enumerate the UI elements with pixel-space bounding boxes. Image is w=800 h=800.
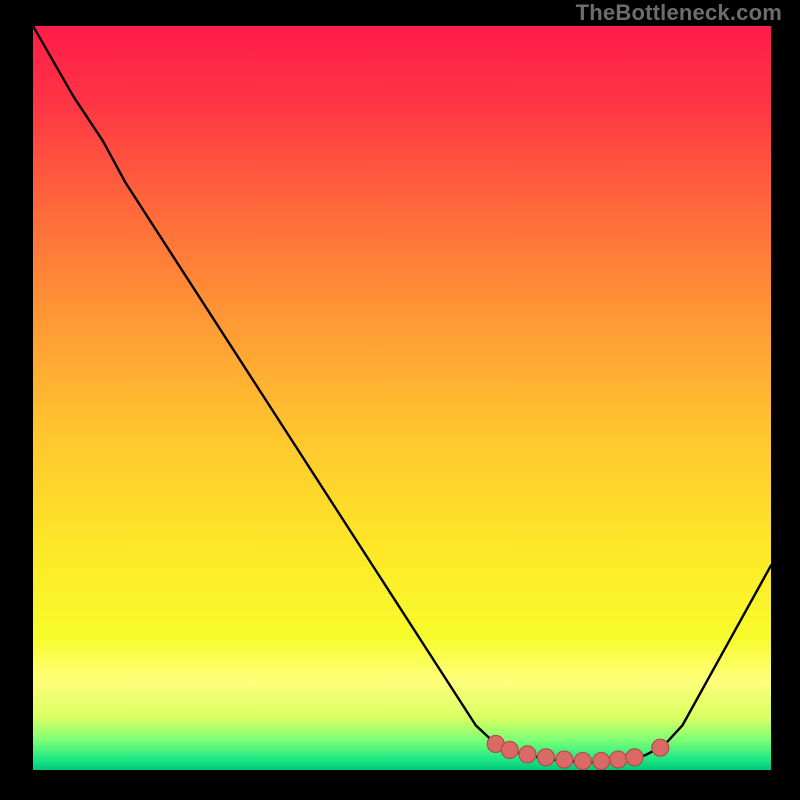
marker-dot (652, 739, 669, 756)
marker-dot (501, 741, 518, 758)
watermark-label: TheBottleneck.com (576, 0, 782, 26)
gradient-background (33, 26, 771, 770)
plot-area (33, 26, 771, 770)
marker-dot (626, 749, 643, 766)
marker-dot (610, 751, 627, 768)
plot-svg (33, 26, 771, 770)
chart-container: TheBottleneck.com (0, 0, 800, 800)
marker-dot (593, 753, 610, 770)
marker-dot (556, 751, 573, 768)
marker-dot (519, 746, 536, 763)
marker-dot (574, 753, 591, 770)
marker-dot (537, 749, 554, 766)
